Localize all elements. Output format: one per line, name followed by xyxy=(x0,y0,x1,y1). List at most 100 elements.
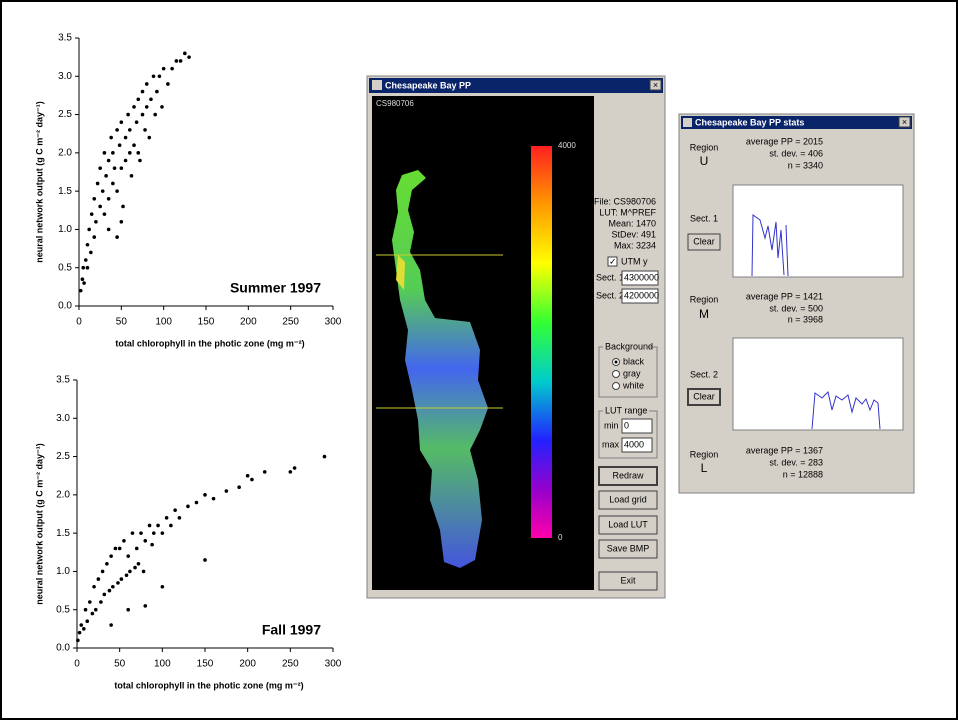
field-label: Sect. 1 xyxy=(596,272,624,282)
page: 0.00.51.01.52.02.53.03.50501001502002503… xyxy=(0,0,958,720)
point xyxy=(98,166,102,170)
field-label: min xyxy=(604,420,619,430)
profile-plot xyxy=(733,185,903,277)
point xyxy=(92,197,96,201)
point xyxy=(86,266,90,270)
point xyxy=(170,67,174,71)
point xyxy=(173,508,177,512)
x-tick-label: 200 xyxy=(240,317,257,328)
y-tick-label: 3.0 xyxy=(56,413,70,424)
point xyxy=(141,113,145,117)
field-label: Sect. 2 xyxy=(596,290,624,300)
region-label: Region xyxy=(690,449,719,459)
region-name: M xyxy=(699,307,709,321)
point xyxy=(92,235,96,239)
point xyxy=(107,159,111,163)
stat: st. dev. = 406 xyxy=(769,148,823,158)
close-icon: × xyxy=(653,80,658,90)
stat: st. dev. = 500 xyxy=(769,303,823,313)
point xyxy=(152,74,156,78)
point xyxy=(90,212,94,216)
point xyxy=(158,74,162,78)
point xyxy=(120,120,124,124)
x-tick-label: 250 xyxy=(282,317,299,328)
close-icon: × xyxy=(902,117,907,127)
point xyxy=(86,243,90,247)
profile-plot xyxy=(733,338,903,430)
info-line: File: CS980706 xyxy=(594,196,656,206)
x-axis-label: total chlorophyll in the photic zone (mg… xyxy=(114,680,303,690)
point xyxy=(161,531,165,535)
point xyxy=(125,573,129,577)
point xyxy=(139,531,143,535)
point xyxy=(250,478,254,482)
point xyxy=(263,470,267,474)
point xyxy=(98,205,102,209)
point xyxy=(82,281,86,285)
point xyxy=(147,136,151,140)
radio-label: gray xyxy=(623,368,641,378)
section-label: Sect. 2 xyxy=(690,369,718,379)
canvas-label: CS980706 xyxy=(376,99,414,108)
point xyxy=(178,516,182,520)
app-icon xyxy=(372,80,382,90)
point xyxy=(96,182,100,186)
point xyxy=(145,82,149,86)
radio[interactable] xyxy=(613,383,620,390)
point xyxy=(81,277,85,281)
x-tick-label: 300 xyxy=(325,317,342,328)
x-tick-label: 50 xyxy=(114,659,126,670)
stat: average PP = 1421 xyxy=(746,291,823,301)
point xyxy=(109,136,113,140)
point xyxy=(136,151,140,155)
point xyxy=(97,577,101,581)
radio[interactable] xyxy=(613,371,620,378)
field-value: 4200000 xyxy=(624,290,659,300)
point xyxy=(105,562,109,566)
point xyxy=(87,228,91,232)
point xyxy=(135,120,139,124)
point xyxy=(84,258,88,262)
point xyxy=(103,151,107,155)
info-line: LUT: M^PREF xyxy=(599,207,656,217)
point xyxy=(101,189,105,193)
point xyxy=(109,554,113,558)
point xyxy=(107,228,111,232)
point xyxy=(89,251,93,255)
point xyxy=(186,505,190,509)
button-label: Save BMP xyxy=(607,543,650,553)
point xyxy=(165,516,169,520)
point xyxy=(120,577,124,581)
point xyxy=(81,266,85,270)
point xyxy=(179,59,183,63)
stats-window: Chesapeake Bay PP stats × Region U avera… xyxy=(679,114,914,493)
point xyxy=(166,82,170,86)
colorbar xyxy=(531,146,552,538)
annotation: Summer 1997 xyxy=(230,280,321,296)
point xyxy=(195,501,199,505)
region-name: U xyxy=(700,154,709,168)
point xyxy=(142,570,146,574)
x-axis-label: total chlorophyll in the photic zone (mg… xyxy=(115,338,304,348)
x-tick-label: 100 xyxy=(154,659,171,670)
point xyxy=(99,600,103,604)
y-tick-label: 0.5 xyxy=(58,262,72,273)
field-value: 4300000 xyxy=(624,272,659,282)
point xyxy=(92,585,96,589)
point xyxy=(148,524,152,528)
point xyxy=(155,90,159,94)
point xyxy=(128,128,132,132)
y-tick-label: 3.5 xyxy=(56,375,70,386)
field-label: max xyxy=(602,439,620,449)
y-axis-label: neural network output (g C m⁻² day⁻¹) xyxy=(34,101,44,263)
y-tick-label: 1.5 xyxy=(58,186,72,197)
point xyxy=(85,619,89,623)
point xyxy=(150,543,154,547)
region-name: L xyxy=(701,461,708,475)
point xyxy=(289,470,293,474)
point xyxy=(113,166,117,170)
point xyxy=(135,547,139,551)
point xyxy=(121,205,125,209)
point xyxy=(203,558,207,562)
y-tick-label: 0.0 xyxy=(58,301,72,312)
